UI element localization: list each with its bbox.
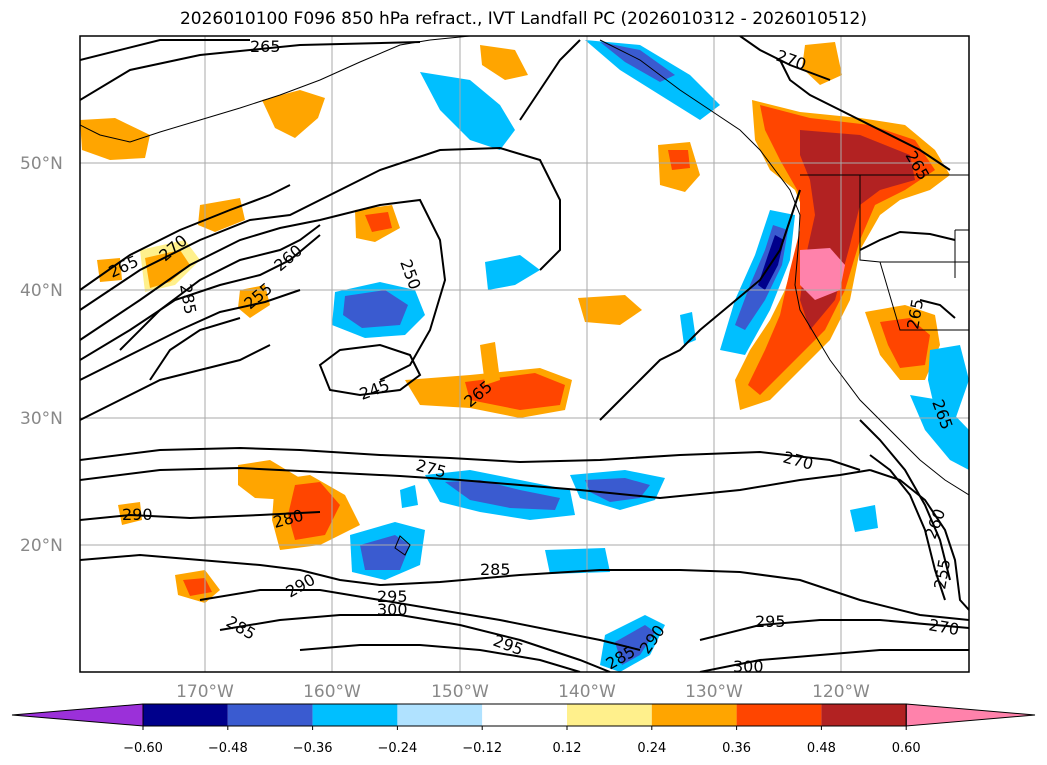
lon-label-140w: 140°W (558, 682, 616, 702)
contour-label: 295 (755, 612, 786, 631)
lon-label-150w: 150°W (431, 682, 489, 702)
colorbar-segment (397, 704, 483, 726)
map-title: 2026010100 F096 850 hPa refract., IVT La… (179, 9, 867, 29)
colorbar-tick-label: 0.12 (553, 741, 582, 756)
lat-label-40n: 40°N (20, 281, 63, 301)
lon-label-120w: 120°W (812, 682, 870, 702)
colorbar: −0.60 −0.48 −0.36 −0.24 −0.12 0.12 0.24 0.36 0.4… (11, 703, 1036, 756)
plot-frame (79, 35, 970, 673)
coastlines (80, 36, 969, 556)
colorbar-tick-label: −0.36 (293, 741, 333, 756)
contour-label: 300 (377, 600, 408, 619)
colorbar-extend-high (905, 703, 1036, 727)
colorbar-segment (482, 704, 567, 726)
lon-label-130w: 130°W (685, 682, 743, 702)
colorbar-outline (142, 703, 907, 727)
colorbar-segment (227, 704, 313, 726)
lat-label-20n: 20°N (20, 536, 63, 556)
colorbar-segment (651, 704, 737, 726)
colorbar-tick-label: −0.24 (377, 741, 417, 756)
contour-label: 295 (377, 587, 408, 606)
colorbar-segment (143, 704, 228, 726)
colorbar-tick-label: 0.36 (722, 741, 751, 756)
longitude-labels: 170°W 160°W 150°W 140°W 130°W 120°W (176, 682, 870, 702)
graticule (80, 36, 969, 672)
lon-label-170w: 170°W (176, 682, 234, 702)
contour-label: 300 (733, 657, 764, 676)
colorbar-tick-label: 0.60 (892, 741, 921, 756)
contour-label: 265 (250, 37, 281, 56)
contour-label: 290 (122, 505, 153, 524)
colorbar-extend-low (11, 703, 144, 727)
colorbar-tick-label: −0.48 (208, 741, 248, 756)
colorbar-segment (821, 704, 907, 726)
latitude-labels: 50°N 40°N 30°N 20°N (20, 154, 63, 556)
contour-lines (80, 36, 969, 672)
colorbar-tick-label: −0.12 (462, 741, 502, 756)
colorbar-tick-label: 0.48 (807, 741, 836, 756)
lat-label-30n: 30°N (20, 409, 63, 429)
contour-label: 285 (480, 560, 511, 579)
colorbar-tick-label: −0.60 (123, 741, 163, 756)
colorbar-tick-label: 0.24 (637, 741, 666, 756)
colorbar-segment (567, 704, 652, 726)
lat-label-50n: 50°N (20, 154, 63, 174)
colorbar-segment (312, 704, 398, 726)
colorbar-segment (736, 704, 822, 726)
lon-label-160w: 160°W (303, 682, 361, 702)
